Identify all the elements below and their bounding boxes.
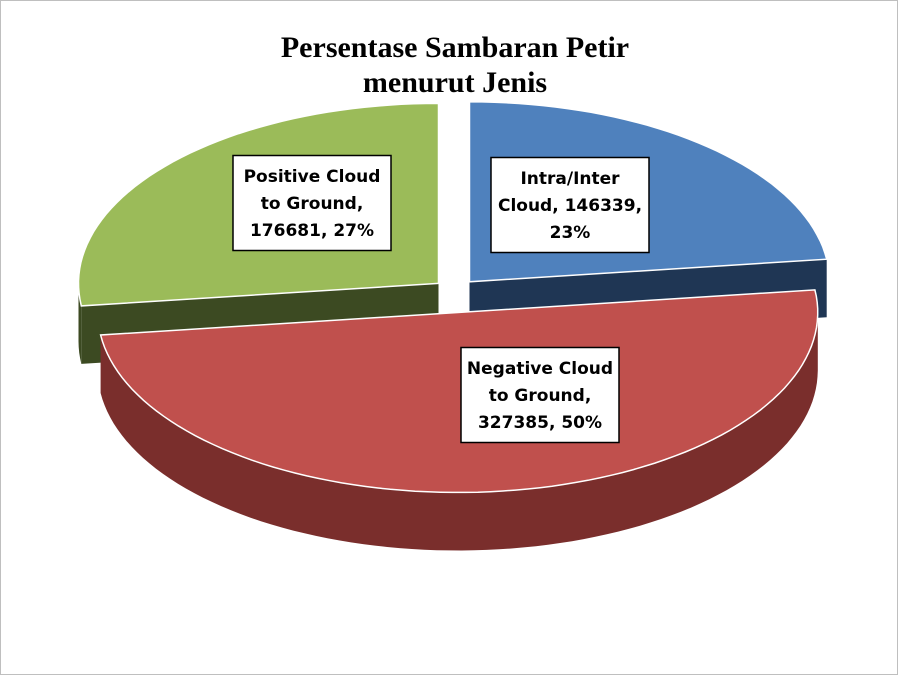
data-label-box [490, 156, 650, 254]
data-label-box [460, 346, 620, 444]
chart-subtitle: menurut Jenis [363, 66, 547, 99]
data-label-line: Negative Cloud [467, 359, 613, 379]
data-label-line: Cloud, 146339, [498, 196, 642, 216]
data-label-line: to Ground, [489, 386, 592, 406]
data-label-box [232, 154, 392, 252]
data-label-line: 23% [550, 223, 591, 243]
data-label: Negative Cloud to Ground, 327385, 50% [467, 359, 613, 433]
chart-title: Persentase Sambaran Petir [281, 31, 629, 64]
data-label-line: Positive Cloud [244, 167, 381, 187]
pie-slice [99, 289, 819, 551]
data-label: Positive Cloud to Ground, 176681, 27% [244, 167, 381, 241]
data-label: Intra/Inter Cloud, 146339, 23% [498, 169, 642, 243]
slice-side [100, 312, 818, 551]
data-label-line: to Ground, [261, 194, 364, 214]
data-label-line: 176681, 27% [250, 221, 374, 241]
slice-top [99, 289, 819, 494]
data-label-line: 327385, 50% [478, 413, 602, 433]
data-label-line: Intra/Inter [520, 169, 620, 189]
